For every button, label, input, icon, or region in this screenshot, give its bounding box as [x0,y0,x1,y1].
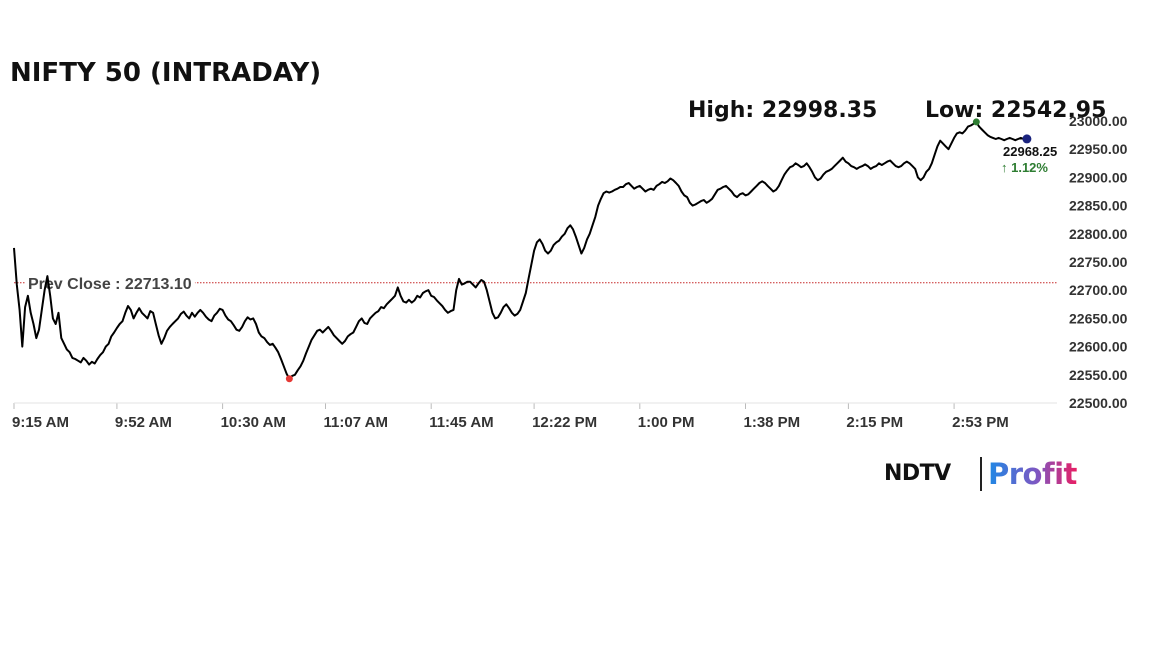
x-tick-label: 11:07 AM [324,414,388,431]
y-tick-label: 22900.00 [1069,169,1128,185]
y-axis: 22500.00 22550.00 22600.00 22650.00 22700.00… [1069,113,1128,411]
y-tick-label: 22850.00 [1069,198,1128,214]
y-tick-label: 22500.00 [1069,395,1128,411]
x-tick-label: 1:38 PM [743,414,800,431]
logo-divider [980,457,982,491]
logo-profit-text: Profit [988,457,1077,491]
y-tick-label: 22650.00 [1069,310,1128,326]
x-axis: 9:15 AM 9:52 AM 10:30 AM 11:07 AM 11:45 AM 12… [12,403,1009,431]
x-tick-label: 9:52 AM [115,414,172,431]
day-high-marker [972,118,980,126]
y-tick-label: 22600.00 [1069,339,1128,355]
x-tick-label: 2:53 PM [952,414,1009,431]
prev-close-label: Prev Close : 22713.10 [28,276,192,293]
price-series-line [13,120,1027,380]
chart-title: NIFTY 50 (INTRADAY) [10,58,322,88]
x-tick-label: 12:22 PM [532,414,597,431]
day-high-label: High: 22998.35 [688,98,878,123]
day-low-label: Low: 22542.95 [925,98,1107,123]
day-low-marker [285,375,293,383]
y-tick-label: 23000.00 [1069,113,1128,129]
change-percent-label: ↑ 1.12% [1001,160,1048,175]
last-price-marker [1022,134,1032,144]
x-tick-label: 9:15 AM [12,414,69,431]
logo-ndtv-text: NDTV [884,461,951,486]
y-tick-label: 22950.00 [1069,141,1128,157]
y-tick-label: 22550.00 [1069,367,1128,383]
x-tick-label: 2:15 PM [846,414,903,431]
x-tick-label: 11:45 AM [429,414,493,431]
x-tick-label: 1:00 PM [638,414,695,431]
x-tick-label: 10:30 AM [221,414,286,431]
last-price-label: 22968.25 [1003,144,1057,159]
y-tick-label: 22800.00 [1069,226,1128,242]
ndtv-profit-logo: NDTV Profit [884,455,1084,495]
y-tick-label: 22700.00 [1069,282,1128,298]
y-tick-label: 22750.00 [1069,254,1128,270]
